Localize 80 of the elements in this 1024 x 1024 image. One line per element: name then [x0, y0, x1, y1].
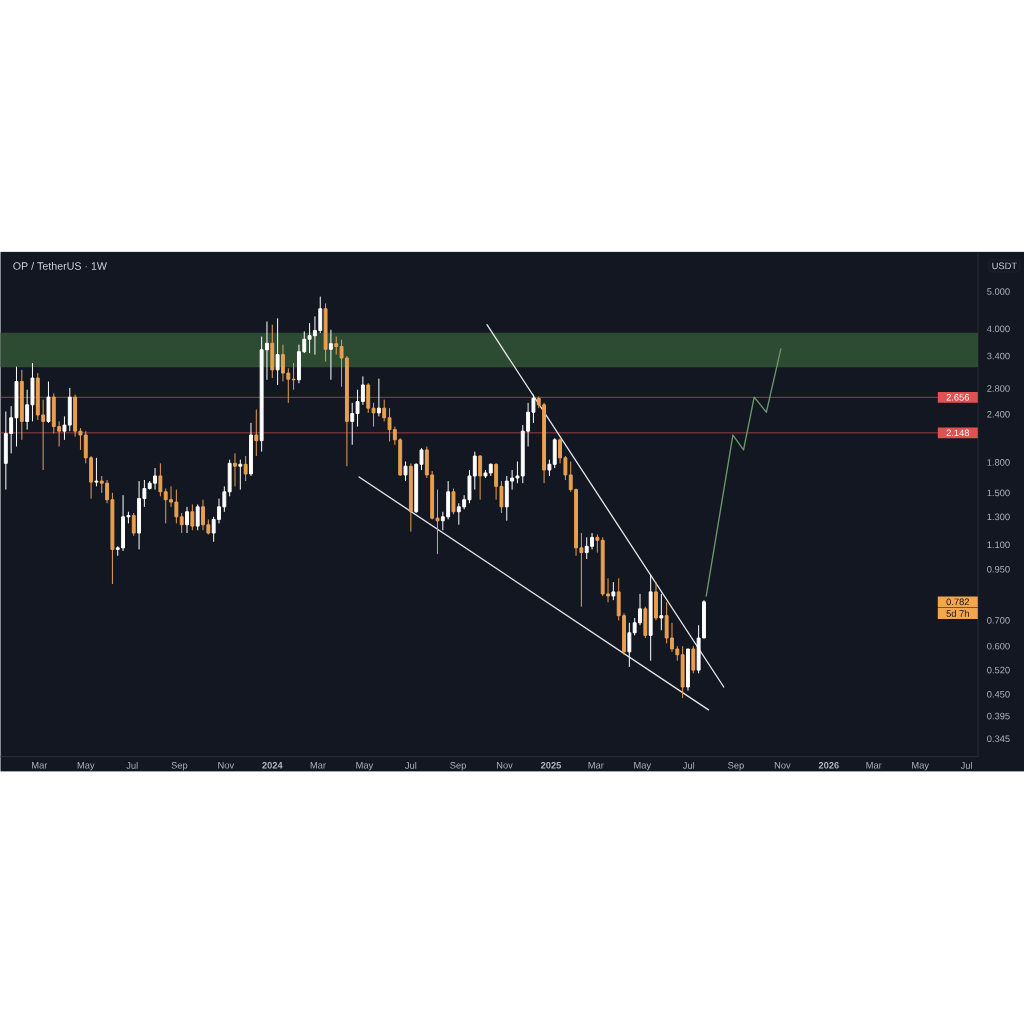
x-tick-label: May: [77, 762, 95, 771]
candlestick: [131, 512, 136, 537]
y-tick-label: 0.450: [987, 691, 1010, 698]
ref-line-label: 2.656: [946, 394, 970, 401]
text: USDT: [992, 262, 1017, 270]
y-tick-label: 1.300: [987, 513, 1010, 521]
x-tick-label: Mar: [588, 762, 604, 769]
candlestick: [275, 318, 280, 386]
x-tick-label: Mar: [866, 762, 882, 769]
candlestick: [691, 645, 696, 675]
candlestick: [137, 480, 142, 551]
candlestick: [686, 648, 690, 692]
x-tick-label: Mar: [32, 762, 48, 769]
candlestick: [158, 463, 163, 498]
x-tick-label: Sep: [450, 762, 466, 771]
candlestick: [94, 457, 99, 488]
y-tick-label: 0.700: [987, 617, 1010, 624]
x-tick-label: Nov: [496, 762, 513, 769]
candlestick: [291, 362, 296, 391]
x-tick-label: May: [356, 762, 374, 771]
candlestick: [249, 422, 253, 477]
y-tick-label: 1.800: [987, 459, 1010, 466]
candlestick: [627, 622, 632, 668]
x-tick-label: 2026: [818, 762, 839, 769]
candlestick: [648, 574, 653, 662]
x-tick-label: 2024: [262, 762, 283, 769]
candlestick: [376, 378, 381, 418]
x-tick-label: Nov: [774, 762, 791, 769]
candlestick: [595, 534, 600, 554]
candlestick: [195, 504, 200, 531]
y-tick-label: 0.600: [987, 643, 1010, 650]
x-tick-label: Jul: [405, 762, 417, 770]
candlestick: [403, 461, 408, 482]
y-tick-label: 0.345: [987, 735, 1010, 743]
candlestick: [179, 512, 184, 534]
x-tick-label: Jul: [960, 762, 972, 770]
x-tick-label: 2025: [540, 762, 562, 769]
x-tick-label: Sep: [171, 762, 188, 771]
x-tick-label: Jul: [126, 762, 138, 770]
candlestick: [19, 369, 24, 441]
annotation: 5d 7h: [946, 610, 969, 618]
y-tick-label: 4.000: [986, 325, 1010, 333]
candlestick: [478, 454, 483, 501]
candlestick: [659, 593, 664, 631]
line-series: [705, 348, 782, 597]
candlestick: [238, 459, 243, 491]
y-tick-label: 3.400: [987, 353, 1010, 360]
candlestick: [451, 488, 456, 516]
annotation: 0.782: [946, 598, 969, 606]
candlestick: [611, 581, 616, 601]
ref-line-label: 2.148: [946, 429, 970, 437]
candlestick: [643, 606, 648, 639]
y-tick-label: 5.000: [987, 288, 1010, 296]
candlestick: [270, 324, 275, 379]
candlestick: [408, 463, 413, 533]
candlestick: [680, 645, 685, 699]
x-tick-label: Nov: [218, 762, 235, 769]
candlestick: [227, 459, 232, 498]
candlestick: [233, 453, 237, 488]
candlestick: [185, 506, 189, 534]
y-tick-label: 0.520: [987, 667, 1010, 674]
x-tick-label: Sep: [728, 762, 744, 771]
y-tick-label: 2.400: [987, 411, 1010, 418]
candlestick: [190, 504, 195, 531]
text: OP / TetherUS · 1W: [13, 262, 107, 271]
y-tick-label: 2.800: [987, 385, 1010, 393]
candlestick: [328, 329, 333, 381]
y-tick-label: 0.395: [987, 713, 1010, 720]
candlestick: [46, 381, 51, 424]
x-tick-label: Mar: [310, 762, 326, 769]
candlestick: [243, 455, 248, 482]
y-tick-label: 0.950: [987, 566, 1010, 573]
candlestick: [254, 409, 259, 457]
x-tick-label: May: [634, 762, 652, 771]
y-tick-label: 1.100: [987, 541, 1010, 549]
x-tick-label: May: [912, 762, 929, 771]
candlestick: [323, 303, 328, 363]
x-tick-label: Jul: [682, 762, 695, 770]
candlestick: [654, 581, 658, 622]
y-tick-label: 1.500: [987, 489, 1010, 497]
